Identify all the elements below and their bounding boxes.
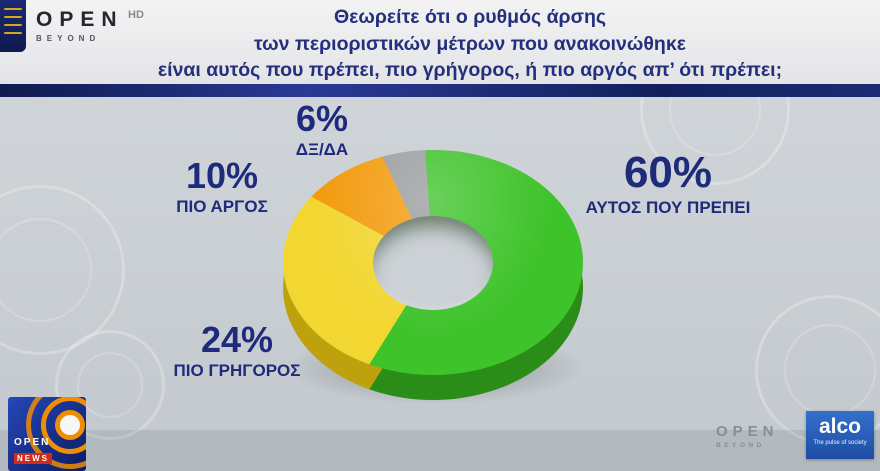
- alco-name: alco: [818, 415, 862, 438]
- slice-pct: 10%: [185, 155, 259, 196]
- corner-emblem: [0, 0, 26, 52]
- open-news-line2: NEWS: [14, 453, 52, 464]
- open-news-text: OPEN NEWS: [14, 437, 52, 466]
- donut-hole: [373, 216, 493, 310]
- alco-tagline: The pulse of society: [813, 440, 867, 446]
- hd-badge: HD: [128, 9, 144, 21]
- slice-pct: 60%: [623, 148, 713, 197]
- donut-chart: [279, 150, 591, 408]
- slice-label-autos-pou-prepei: 60% ΑΥΤΟΣ ΠΟΥ ΠΡΕΠΕΙ: [578, 150, 758, 218]
- open-channel-logo: OPEN BEYOND: [36, 8, 124, 43]
- beyond-logo-text: BEYOND: [36, 34, 101, 43]
- ring-icon: [26, 397, 86, 469]
- virus-watermark: [55, 330, 165, 440]
- footer-band: [0, 430, 880, 471]
- ring-icon: [55, 410, 85, 440]
- slice-label-dxda: 6% ΔΞ/ΔΑ: [252, 100, 392, 160]
- open-news-logo: OPEN NEWS: [8, 397, 86, 471]
- footer-open-beyond-logo: OPEN BEYOND: [716, 423, 779, 449]
- question-line-1: Θεωρείτε ότι ο ρυθμός άρσης: [333, 6, 607, 28]
- question-line-2: των περιοριστικών μέτρων που ανακοινώθηκ…: [254, 32, 686, 55]
- footer-open-sub: BEYOND: [716, 442, 765, 449]
- donut-top: [283, 150, 583, 375]
- slice-name: ΑΥΤΟΣ ΠΟΥ ΠΡΕΠΕΙ: [585, 198, 751, 217]
- alco-logo: alco The pulse of society: [806, 411, 874, 459]
- header: OPEN BEYOND HD Θεωρείτε ότι ο ρυθμός άρσ…: [0, 0, 880, 84]
- divider-bar: [0, 84, 880, 97]
- poll-question: Θεωρείτε ότι ο ρυθμός άρσης των περιορισ…: [70, 4, 870, 84]
- open-logo-text: OPEN: [36, 8, 124, 31]
- slice-label-pio-argos: 10% ΠΙΟ ΑΡΓΟΣ: [133, 157, 311, 217]
- slice-name: ΔΞ/ΔΑ: [295, 140, 349, 159]
- slice-name: ΠΙΟ ΑΡΓΟΣ: [176, 197, 268, 216]
- ring-icon: [41, 397, 86, 454]
- slice-label-pio-grigoros: 24% ΠΙΟ ΓΡΗΓΟΡΟΣ: [128, 321, 346, 381]
- open-news-line1: OPEN: [14, 437, 51, 448]
- question-line-3: είναι αυτός που πρέπει, πιο γρήγορος, ή …: [157, 59, 783, 81]
- slice-pct: 24%: [200, 319, 274, 360]
- slice-name: ΠΙΟ ΓΡΗΓΟΡΟΣ: [173, 361, 301, 380]
- slice-pct: 6%: [295, 98, 349, 139]
- footer-open-name: OPEN: [716, 423, 779, 440]
